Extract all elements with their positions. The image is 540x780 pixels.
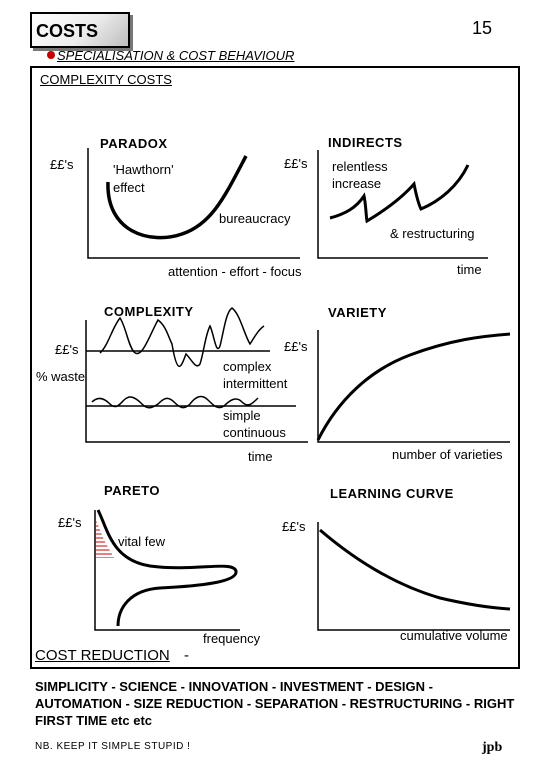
pareto-x-label: frequency [203,631,261,646]
indirects-graph [317,150,488,259]
learning-curve-x-label: cumulative volume [400,628,508,643]
indirects-curve [329,164,470,224]
indirects-axes [317,150,488,259]
learning-curve-axes [317,522,510,631]
complexity-y-label-2: % waste [36,369,86,384]
cost-reduction-list: SIMPLICITY - SCIENCE - INNOVATION - INVE… [35,679,515,728]
paradox-x-label: attention - effort - focus [168,264,302,279]
complexity-upper-label-line1: complex [223,359,272,374]
author-initials: jpb [482,740,503,755]
complexity-continuous-line [91,395,259,409]
pareto-hatch [96,520,114,558]
variety-axes [317,330,510,443]
indirects-annotation-line1: relentless [332,159,388,174]
paradox-y-label: ££'s [50,157,74,172]
learning-curve-title: LEARNING CURVE [330,486,454,501]
variety-curve [316,332,511,441]
indirects-annotation-line2: increase [332,176,382,191]
pareto-curve [96,509,238,627]
indirects-note-right: & restructuring [390,226,475,241]
complexity-intermittent-line [99,307,265,367]
complexity-graph [85,307,308,443]
complexity-axes [85,320,308,443]
cost-reduction-dash: - [184,647,189,664]
indirects-x-label: time [457,262,482,277]
complexity-title: COMPLEXITY [104,304,194,319]
indirects-title: INDIRECTS [328,135,403,150]
costs-badge-label: COSTS [36,21,99,41]
pareto-graph [94,509,240,631]
indirects-note-left: bureaucracy [219,211,291,226]
paradox-axes [87,148,300,259]
variety-x-label: number of varieties [392,447,503,462]
pareto-y-label: ££'s [58,515,82,530]
paradox-annotation-line1: 'Hawthorn' [113,162,174,177]
content-frame [30,66,520,669]
learning-curve-graph [317,522,511,631]
footer-note: NB. KEEP IT SIMPLE STUPID ! [35,741,191,752]
complexity-x-label: time [248,449,273,464]
variety-graph [316,330,511,443]
cost-reduction-heading: COST REDUCTION [35,647,170,664]
paradox-title: PARADOX [100,136,168,151]
complexity-upper-label-line2: intermittent [223,376,288,391]
pareto-axes [94,510,240,631]
paradox-curve [106,155,248,240]
complexity-y-label: ££'s [55,342,79,357]
paradox-annotation-line2: effect [113,180,145,195]
learning-curve-y-label: ££'s [282,519,306,534]
variety-title: VARIETY [328,305,387,320]
learning-curve-line [319,528,511,611]
complexity-lower-label-line1: simple [223,408,261,423]
variety-y-label: ££'s [284,339,308,354]
pareto-title: PARETO [104,483,160,498]
page-number: 15 [472,18,493,38]
complexity-lower-label-line2: continuous [223,425,286,440]
pareto-annotation: vital few [118,534,165,549]
costs-badge: COSTS [30,12,130,48]
section-title: COMPLEXITY COSTS [40,72,172,87]
bullet-icon [47,51,55,59]
indirects-y-label: ££'s [284,156,308,171]
page-subtitle: SPECIALISATION & COST BEHAVIOUR [57,48,295,63]
paradox-graph [87,148,300,259]
